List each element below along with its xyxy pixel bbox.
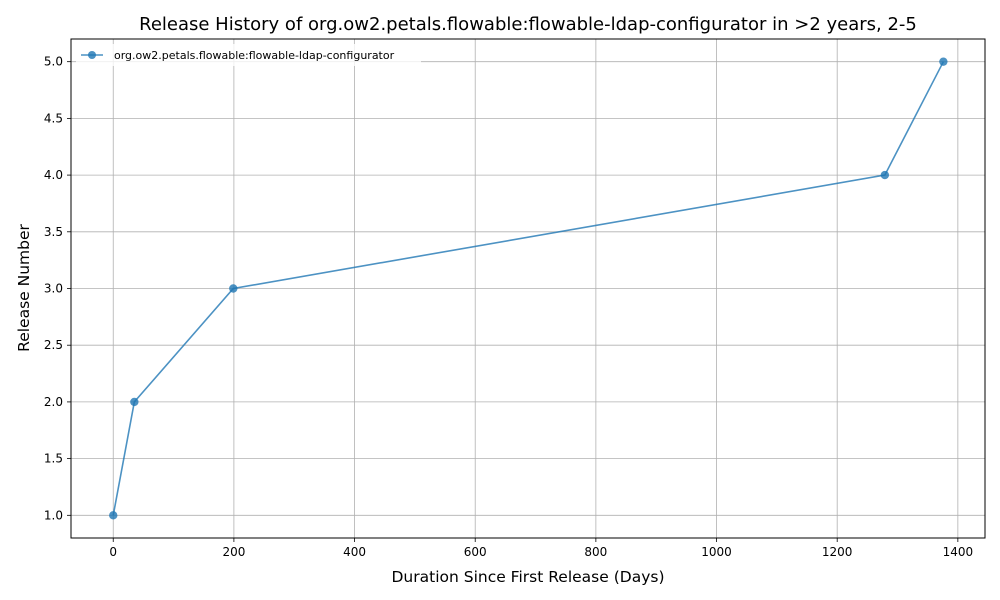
y-tick-label: 2.5 (44, 338, 63, 352)
legend-label: org.ow2.petals.flowable:flowable-ldap-co… (114, 49, 395, 62)
x-tick-label: 1000 (701, 545, 732, 559)
y-tick-label: 1.0 (44, 508, 63, 522)
x-tick-label: 1200 (822, 545, 853, 559)
data-point (130, 397, 139, 407)
data-point (939, 57, 948, 66)
y-tick-label: 2.0 (44, 395, 63, 409)
y-axis-label: Release Number (15, 224, 33, 352)
x-tick-label: 1400 (943, 545, 974, 559)
y-tick-label: 1.5 (44, 452, 63, 466)
series-layer (109, 57, 948, 520)
chart-title: Release History of org.ow2.petals.flowab… (139, 14, 917, 35)
x-tick-label: 400 (343, 545, 366, 559)
x-tick-label: 600 (464, 545, 487, 559)
y-tick-label: 4.0 (44, 168, 63, 182)
y-tick-label: 4.5 (44, 111, 63, 125)
x-tick-label: 800 (584, 545, 607, 559)
y-tick-label: 5.0 (44, 55, 63, 69)
legend-marker-sample (88, 51, 96, 59)
data-point (880, 170, 890, 180)
x-axis-label: Duration Since First Release (Days) (391, 568, 664, 586)
x-tick-label: 200 (222, 545, 245, 559)
legend-box (76, 44, 421, 66)
y-tick-label: 3.5 (44, 225, 63, 239)
ticks-layer: 0 200 400 600 800 1000 1200 1400 1.0 1.5 2.0 2.5 3.0… (44, 55, 973, 559)
y-tick-label: 3.0 (44, 282, 63, 296)
data-point (109, 511, 118, 520)
data-point (229, 284, 238, 293)
grid-layer (71, 39, 985, 538)
legend: org.ow2.petals.flowable:flowable-ldap-co… (76, 44, 421, 66)
x-tick-label: 0 (109, 545, 117, 559)
